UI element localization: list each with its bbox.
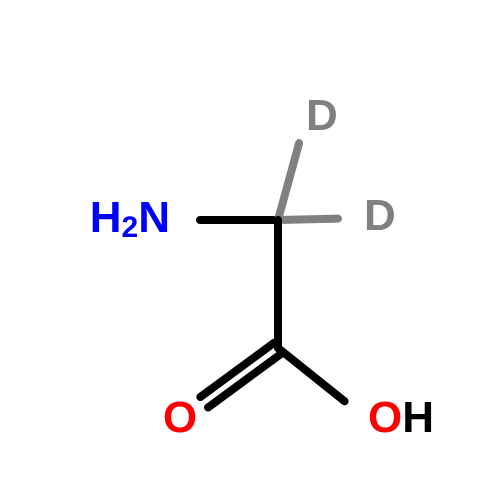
labels-layer: H2N D D O OH [90, 91, 434, 442]
molecule-diagram: H2N D D O OH [0, 0, 500, 500]
bonds-layer [200, 143, 345, 407]
atom-D2: D [364, 191, 396, 240]
atom-O_double: O [163, 393, 197, 442]
atom-D1: D [306, 91, 338, 140]
atom-O_hydroxyl: OH [368, 393, 434, 442]
atom-N: H2N [90, 193, 170, 244]
